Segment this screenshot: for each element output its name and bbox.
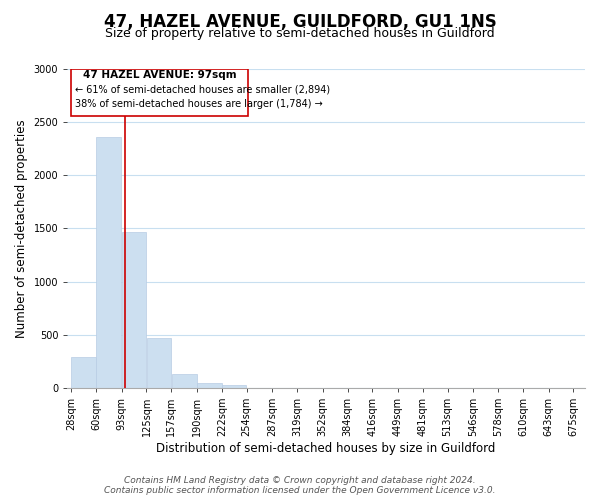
Bar: [172, 374, 197, 388]
Text: Contains HM Land Registry data © Crown copyright and database right 2024.
Contai: Contains HM Land Registry data © Crown c…: [104, 476, 496, 495]
Bar: [122, 232, 146, 388]
Bar: [71, 357, 96, 388]
Bar: [197, 382, 221, 388]
FancyBboxPatch shape: [71, 69, 248, 116]
Text: ← 61% of semi-detached houses are smaller (2,894): ← 61% of semi-detached houses are smalle…: [75, 84, 330, 94]
Text: 38% of semi-detached houses are larger (1,784) →: 38% of semi-detached houses are larger (…: [75, 99, 323, 109]
Text: 47, HAZEL AVENUE, GUILDFORD, GU1 1NS: 47, HAZEL AVENUE, GUILDFORD, GU1 1NS: [104, 12, 496, 30]
Bar: [96, 137, 121, 388]
Text: Size of property relative to semi-detached houses in Guildford: Size of property relative to semi-detach…: [105, 28, 495, 40]
Y-axis label: Number of semi-detached properties: Number of semi-detached properties: [15, 119, 28, 338]
Text: 47 HAZEL AVENUE: 97sqm: 47 HAZEL AVENUE: 97sqm: [83, 70, 236, 81]
Bar: [222, 384, 247, 388]
Bar: [146, 338, 171, 388]
X-axis label: Distribution of semi-detached houses by size in Guildford: Distribution of semi-detached houses by …: [157, 442, 496, 455]
